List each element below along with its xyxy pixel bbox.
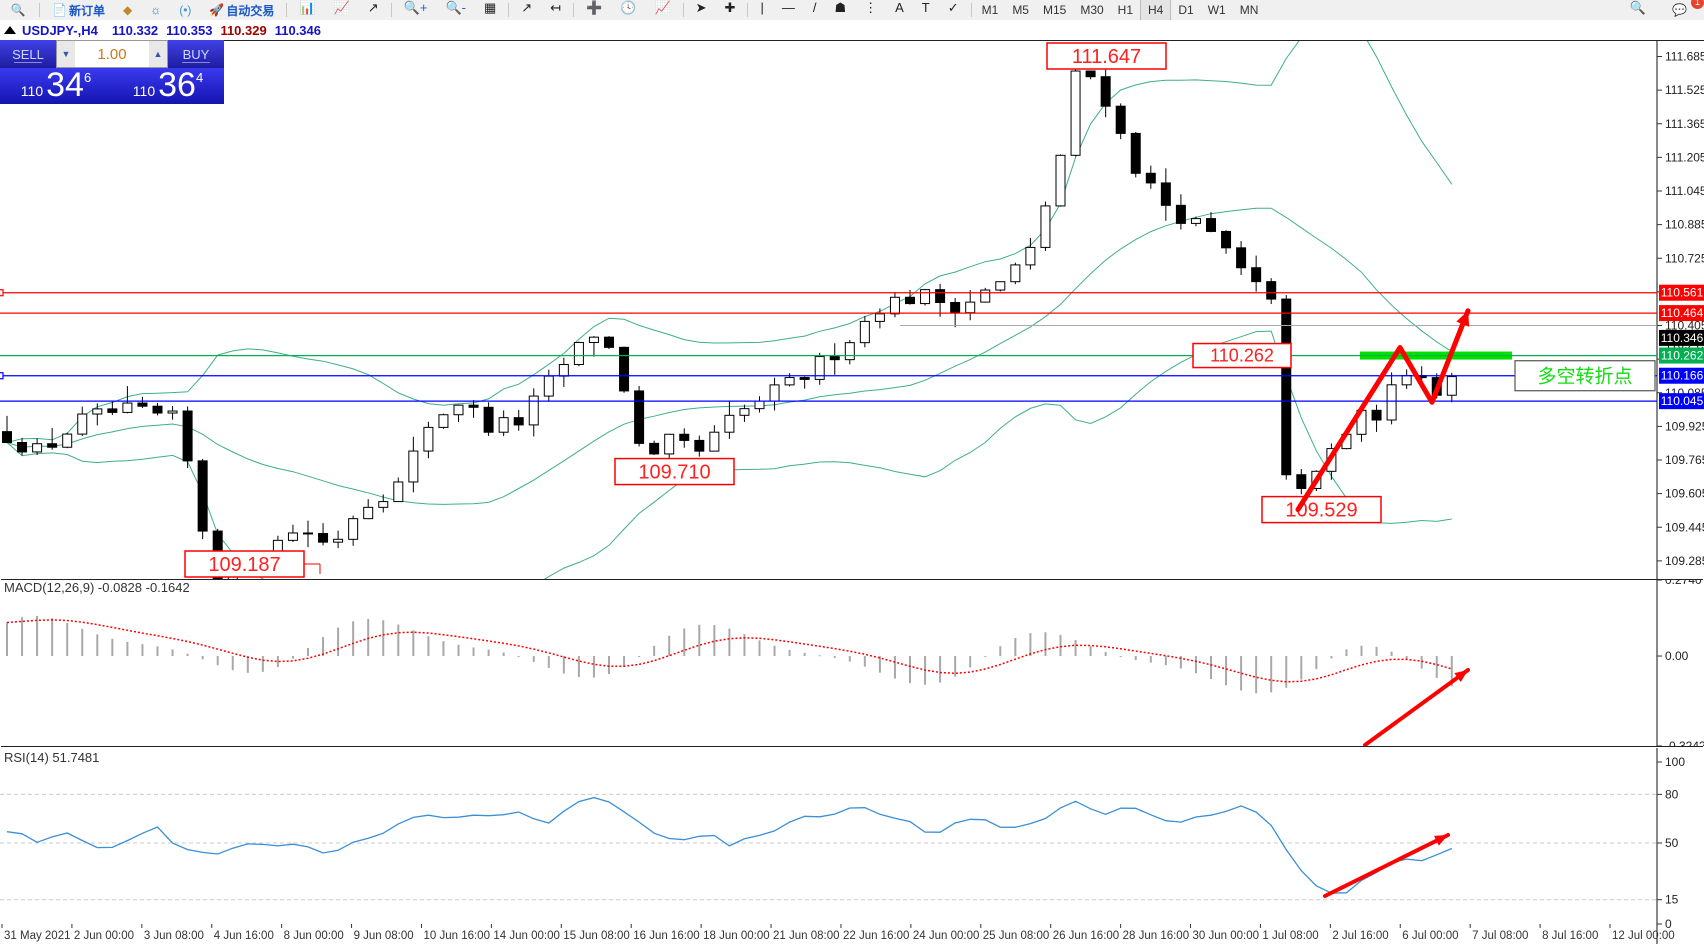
svg-text:0.00: 0.00 [1665, 649, 1689, 663]
svg-text:111.685: 111.685 [1665, 50, 1704, 64]
svg-text:0: 0 [1665, 917, 1672, 931]
svg-text:111.045: 111.045 [1665, 184, 1704, 198]
svg-text:MACD(12,26,9) -0.0828 -0.1642: MACD(12,26,9) -0.0828 -0.1642 [4, 580, 190, 595]
svg-text:0.2740: 0.2740 [1665, 580, 1702, 587]
svg-text:18 Jun 00:00: 18 Jun 00:00 [703, 930, 770, 942]
svg-text:15 Jun 08:00: 15 Jun 08:00 [563, 930, 630, 942]
svg-text:4 Jun 16:00: 4 Jun 16:00 [214, 930, 274, 942]
svg-text:28 Jun 16:00: 28 Jun 16:00 [1123, 930, 1190, 942]
svg-text:1 Jul 08:00: 1 Jul 08:00 [1262, 930, 1318, 942]
svg-text:109.605: 109.605 [1665, 487, 1704, 501]
svg-text:109.187: 109.187 [208, 554, 280, 576]
svg-text:21 Jun 08:00: 21 Jun 08:00 [773, 930, 840, 942]
svg-text:110.045: 110.045 [1661, 394, 1704, 408]
svg-text:100: 100 [1665, 755, 1685, 769]
svg-text:109.765: 109.765 [1665, 453, 1704, 467]
svg-text:110.346: 110.346 [1661, 331, 1704, 345]
svg-text:110.885: 110.885 [1665, 218, 1704, 232]
svg-text:24 Jun 00:00: 24 Jun 00:00 [913, 930, 980, 942]
svg-text:15: 15 [1665, 893, 1679, 907]
svg-text:110.262: 110.262 [1661, 349, 1704, 363]
svg-text:110.464: 110.464 [1661, 306, 1704, 320]
svg-text:110.262: 110.262 [1210, 346, 1274, 366]
svg-text:109.710: 109.710 [638, 462, 710, 484]
svg-text:111.205: 111.205 [1665, 150, 1704, 164]
svg-text:30 Jun 00:00: 30 Jun 00:00 [1193, 930, 1260, 942]
svg-text:-0.3242: -0.3242 [1665, 739, 1704, 746]
svg-text:31 May 2021: 31 May 2021 [4, 930, 71, 942]
svg-text:多空转折点: 多空转折点 [1537, 366, 1632, 388]
svg-text:25 Jun 08:00: 25 Jun 08:00 [983, 930, 1050, 942]
svg-text:9 Jun 08:00: 9 Jun 08:00 [354, 930, 414, 942]
svg-text:109.285: 109.285 [1665, 554, 1704, 568]
svg-text:109.925: 109.925 [1665, 419, 1704, 433]
svg-text:10 Jun 16:00: 10 Jun 16:00 [423, 930, 490, 942]
svg-text:26 Jun 16:00: 26 Jun 16:00 [1053, 930, 1120, 942]
svg-text:3 Jun 08:00: 3 Jun 08:00 [144, 930, 204, 942]
svg-text:111.525: 111.525 [1665, 83, 1704, 97]
svg-text:111.365: 111.365 [1665, 117, 1704, 131]
svg-text:22 Jun 16:00: 22 Jun 16:00 [843, 930, 910, 942]
svg-text:111.647: 111.647 [1072, 46, 1141, 68]
svg-text:16 Jun 16:00: 16 Jun 16:00 [633, 930, 700, 942]
svg-text:8 Jun 00:00: 8 Jun 00:00 [284, 930, 344, 942]
svg-text:110.725: 110.725 [1665, 251, 1704, 265]
svg-text:50: 50 [1665, 836, 1679, 850]
svg-text:RSI(14) 51.7481: RSI(14) 51.7481 [4, 750, 99, 765]
svg-text:6 Jul 00:00: 6 Jul 00:00 [1402, 930, 1458, 942]
svg-text:109.445: 109.445 [1665, 520, 1704, 534]
svg-text:110.166: 110.166 [1661, 369, 1704, 383]
svg-text:8 Jul 16:00: 8 Jul 16:00 [1542, 930, 1598, 942]
svg-text:12 Jul 00:00: 12 Jul 00:00 [1612, 930, 1675, 942]
svg-text:80: 80 [1665, 787, 1679, 801]
svg-text:2 Jul 16:00: 2 Jul 16:00 [1332, 930, 1388, 942]
svg-text:2 Jun 00:00: 2 Jun 00:00 [74, 930, 134, 942]
svg-text:7 Jul 08:00: 7 Jul 08:00 [1472, 930, 1528, 942]
svg-text:14 Jun 00:00: 14 Jun 00:00 [493, 930, 560, 942]
svg-text:110.561: 110.561 [1661, 286, 1704, 300]
